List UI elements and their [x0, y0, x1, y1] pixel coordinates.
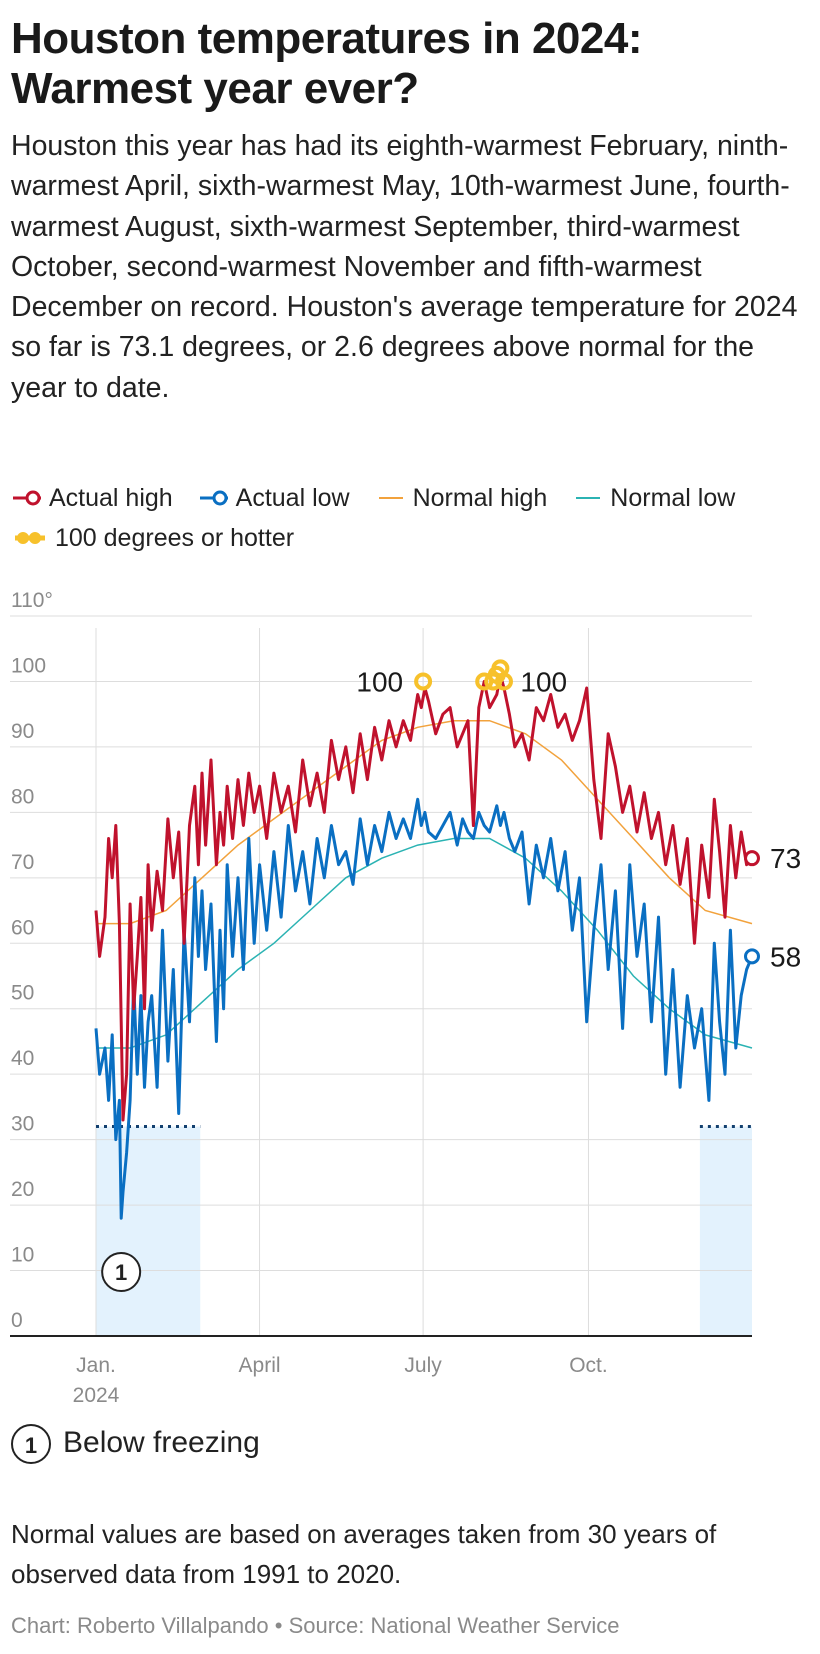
normal-high-line — [96, 719, 753, 925]
freeze-band-0 — [96, 1126, 201, 1336]
y-tick-label-10: 10 — [11, 1244, 34, 1267]
legend-actual-high-swatch — [13, 490, 41, 506]
legend-normal-high-swatch — [378, 497, 403, 499]
x-tick-label-0: Jan. — [76, 1354, 116, 1377]
legend-normal-high: Normal high — [375, 484, 573, 512]
y-tick-label-20: 20 — [11, 1178, 34, 1201]
y-tick-label-90: 90 — [11, 720, 34, 743]
hot-label-0: 100 — [356, 666, 403, 697]
y-tick-label-70: 70 — [11, 851, 34, 874]
legend-normal-low-swatch — [576, 497, 601, 499]
y-tick-label-110: 110° — [11, 589, 53, 612]
hot-label-1: 100 — [520, 666, 567, 697]
x-tick-sublabel-0: 2024 — [73, 1384, 120, 1407]
temperature-chart: 0 10 20 30 40 50 60 70 80 90 100 110° 100 100 73 58 Jan.… — [10, 589, 801, 1407]
legend-hot-swatch — [15, 532, 45, 544]
footnote: Normal values are based on averages take… — [11, 1519, 717, 1589]
y-tick-label-40: 40 — [11, 1047, 34, 1070]
actual-low-end-marker — [744, 948, 760, 965]
annotation-badge: 1 — [11, 1424, 51, 1465]
hot-day-marker-0 — [414, 672, 433, 691]
y-tick-label-30: 30 — [11, 1113, 34, 1136]
chart-title: Houston temperatures in 2024: Warmest ye… — [11, 14, 643, 113]
x-tick-label-3: Oct. — [569, 1354, 608, 1377]
legend-actual-low: Actual low — [198, 484, 375, 512]
legend-actual-high: Actual high — [11, 484, 198, 512]
actual-high-end-marker — [744, 850, 760, 867]
freeze-band-1 — [699, 1126, 752, 1336]
annotation-key: 1 Below freezing — [11, 1420, 260, 1466]
chart-description: Houston this year has had its eighth-war… — [11, 130, 798, 404]
freeze-annotation-circle — [101, 1252, 142, 1292]
legend-actual-low-swatch — [199, 490, 228, 506]
legend-normal-low-label: Normal low — [610, 484, 736, 512]
legend-normal-high-label: Normal high — [412, 484, 548, 512]
annotation-label: Below freezing — [63, 1426, 260, 1459]
y-tick-label-80: 80 — [11, 785, 34, 808]
actual-low-line — [94, 797, 754, 1220]
normal-low-line — [96, 837, 753, 1049]
y-tick-label-100: 100 — [11, 654, 46, 677]
y-tick-label-0: 0 — [11, 1309, 23, 1332]
freeze-annotation-number: 1 — [115, 1260, 127, 1285]
legend-actual-high-label: Actual high — [49, 484, 173, 512]
legend-normal-low: Normal low — [572, 484, 753, 512]
credit-line: Chart: Roberto Villalpando • Source: Nat… — [11, 1613, 620, 1638]
x-tick-label-1: April — [239, 1354, 281, 1377]
x-tick-label-2: July — [404, 1354, 442, 1377]
y-tick-label-50: 50 — [11, 982, 34, 1005]
legend-actual-low-label: Actual low — [235, 484, 350, 512]
legend-hot: 100 degrees or hotter — [11, 524, 312, 552]
actual-high-end-label: 73 — [770, 843, 801, 874]
chart-legend: Actual high Actual low Normal high Norma… — [11, 478, 801, 558]
actual-high-line — [94, 673, 754, 1122]
hot-day-marker-5 — [494, 672, 513, 691]
actual-low-end-label: 58 — [770, 941, 801, 972]
legend-hot-label: 100 degrees or hotter — [55, 524, 295, 552]
y-tick-label-60: 60 — [11, 916, 34, 939]
